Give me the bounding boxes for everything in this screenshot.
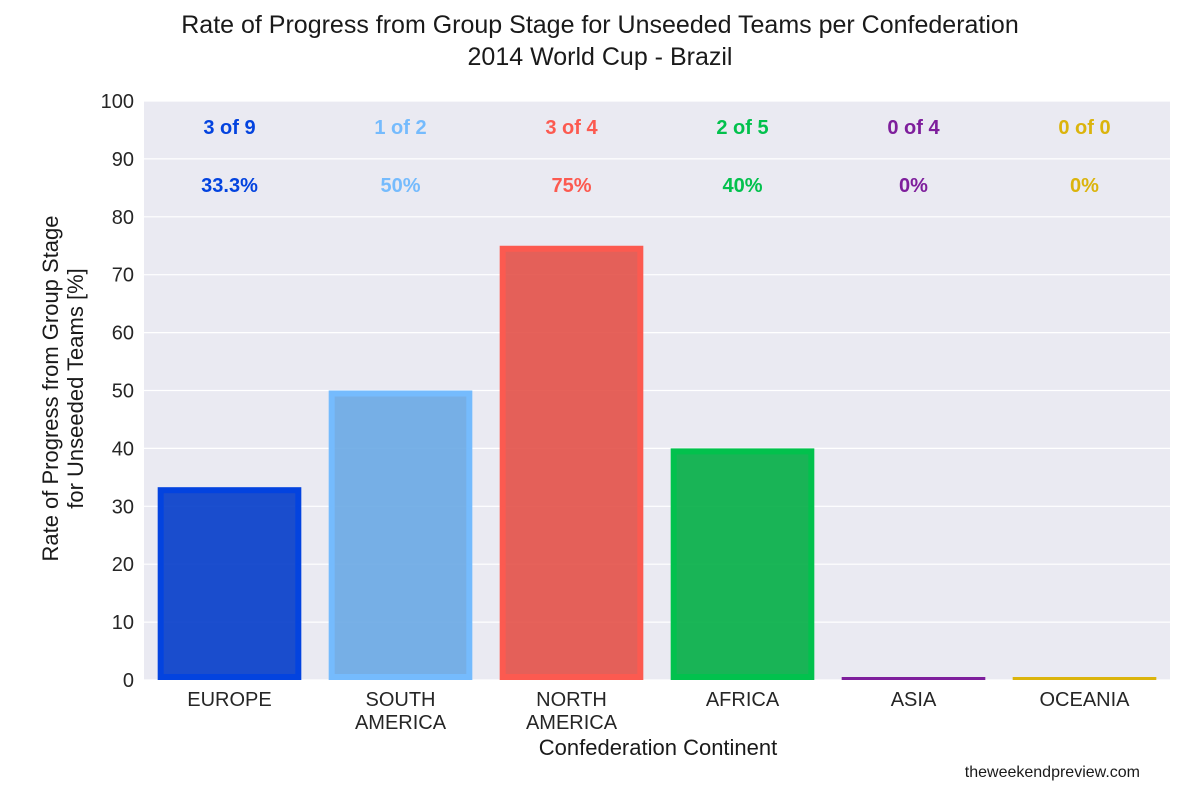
percent-label: 0% (899, 175, 928, 197)
bar (328, 390, 473, 680)
percent-label: 33.3% (201, 175, 258, 197)
y-tick-label: 30 (112, 496, 134, 518)
y-tick-label: 80 (112, 207, 134, 229)
y-tick-label: 0 (123, 670, 134, 692)
count-label: 0 of 4 (887, 117, 940, 139)
count-label: 1 of 2 (374, 117, 426, 139)
y-axis-label: Rate of Progress from Group Stage (38, 215, 63, 561)
x-tick-label: AFRICA (706, 689, 780, 711)
y-axis-label: for Unseeded Teams [%] (63, 268, 88, 509)
count-label: 3 of 9 (203, 117, 255, 139)
y-tick-label: 10 (112, 612, 134, 634)
x-tick-label: SOUTH (366, 689, 436, 711)
y-tick-label: 90 (112, 149, 134, 171)
bar (499, 245, 644, 680)
percent-label: 75% (551, 175, 591, 197)
bar (157, 487, 302, 680)
y-tick-label: 70 (112, 265, 134, 287)
percent-label: 40% (722, 175, 762, 197)
x-tick-label: NORTH (536, 689, 607, 711)
percent-label: 50% (380, 175, 420, 197)
count-label: 2 of 5 (716, 117, 768, 139)
chart-title: Rate of Progress from Group Stage for Un… (181, 11, 1019, 39)
count-label: 0 of 0 (1058, 117, 1110, 139)
source-credit: theweekendpreview.com (964, 764, 1140, 781)
y-tick-label: 20 (112, 554, 134, 576)
x-tick-label: AMERICA (355, 712, 447, 734)
percent-label: 0% (1070, 175, 1099, 197)
chart-subtitle: 2014 World Cup - Brazil (467, 43, 733, 71)
x-tick-label: AMERICA (526, 712, 618, 734)
count-label: 3 of 4 (545, 117, 598, 139)
x-tick-label: EUROPE (187, 689, 271, 711)
y-tick-label: 60 (112, 323, 134, 345)
y-tick-label: 50 (112, 381, 134, 403)
y-tick-label: 100 (101, 91, 134, 113)
x-axis-label: Confederation Continent (539, 735, 778, 760)
y-tick-label: 40 (112, 438, 134, 460)
x-tick-label: OCEANIA (1039, 689, 1130, 711)
bar (670, 448, 815, 680)
x-tick-label: ASIA (891, 689, 937, 711)
